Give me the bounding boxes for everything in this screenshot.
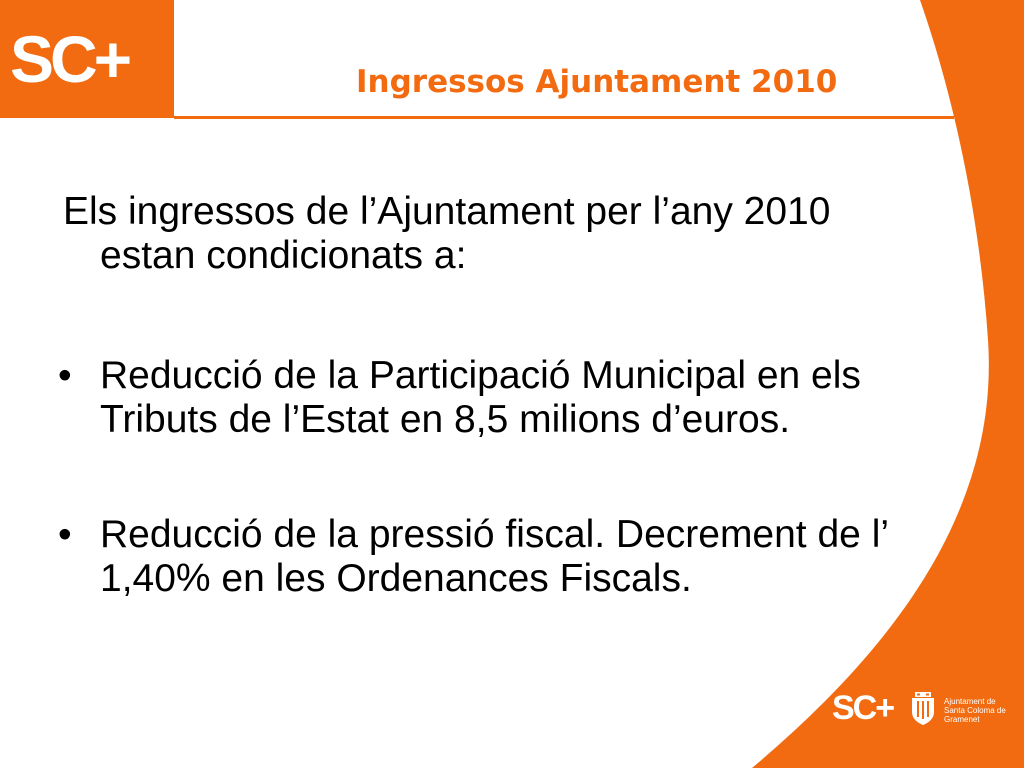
intro-line-2: estan condicionats a: (100, 234, 467, 277)
bullet-marker: • (58, 354, 72, 397)
city-coat-of-arms-icon (912, 692, 934, 725)
bullet-marker: • (58, 513, 72, 556)
footer-caption: Ajuntament de Santa Coloma de Gramenet (944, 697, 1006, 724)
intro-paragraph: Els ingressos de l’Ajuntament per l’any … (63, 190, 963, 278)
intro-line-1: Els ingressos de l’Ajuntament per l’any … (63, 190, 831, 233)
logo-block: SC+ (0, 0, 174, 118)
bullet-text: Reducció de la Participació Municipal en… (100, 354, 861, 441)
page-title: Ingressos Ajuntament 2010 (356, 64, 838, 100)
title-divider (174, 116, 954, 119)
brand-logo: SC+ (10, 22, 132, 96)
bullet-text: Reducció de la pressió fiscal. Decrement… (100, 513, 888, 600)
footer-brand-logo: SC+ (832, 689, 895, 727)
